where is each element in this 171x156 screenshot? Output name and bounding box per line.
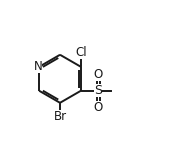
Text: Cl: Cl	[75, 46, 87, 59]
Text: N: N	[33, 60, 42, 73]
Text: O: O	[94, 68, 103, 81]
Text: Br: Br	[54, 110, 67, 123]
Text: O: O	[94, 100, 103, 114]
Text: S: S	[94, 84, 102, 97]
